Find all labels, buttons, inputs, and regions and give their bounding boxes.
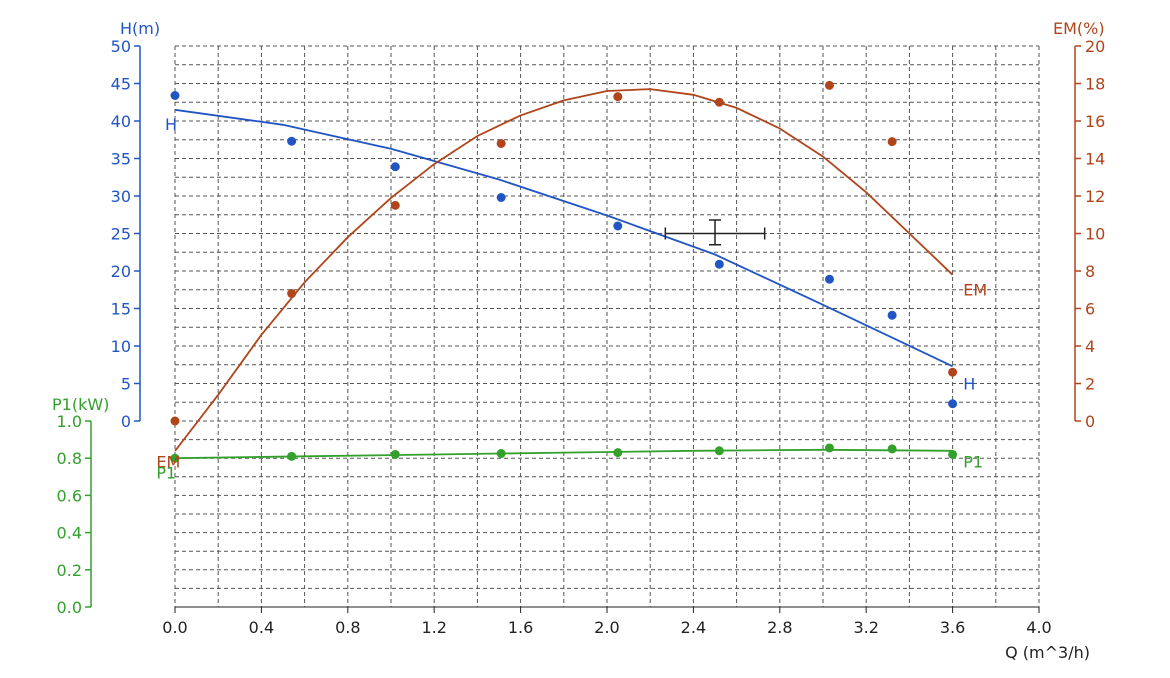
x-tick-label: 3.2 — [853, 618, 878, 637]
x-tick-label: 2.4 — [681, 618, 706, 637]
p1-data-point — [613, 448, 623, 458]
h-tick-label: 20 — [111, 262, 131, 281]
h-tick-label: 5 — [121, 375, 131, 394]
p1-data-point — [496, 449, 506, 459]
em-tick-label: 18 — [1085, 75, 1105, 94]
x-tick-label: 1.2 — [421, 618, 446, 637]
em-tick-label: 20 — [1085, 37, 1105, 56]
em-tick-label: 16 — [1085, 112, 1105, 131]
p1-tick-label: 0.4 — [57, 524, 82, 543]
p1-tick-label: 0.0 — [57, 598, 82, 617]
em-data-point — [887, 137, 897, 147]
h-tick-label: 10 — [111, 337, 131, 356]
em-data-point — [170, 416, 180, 426]
p1-data-point — [287, 451, 297, 461]
curve-label-p1: P1 — [963, 453, 983, 472]
h-data-point — [948, 399, 958, 409]
h-data-point — [287, 136, 297, 146]
curve-label-h: H — [165, 115, 177, 134]
em-data-point — [714, 97, 724, 107]
h-tick-label: 15 — [111, 300, 131, 319]
x-tick-label: 0.8 — [335, 618, 360, 637]
h-tick-label: 45 — [111, 75, 131, 94]
p1-data-point — [948, 449, 958, 459]
axes: 0.0 0.4 0.8 1.2 1.6 2.0 2.4 2.8 3.2 3.6 4.0 Q (m^3/… — [52, 19, 1105, 662]
x-tick-label: 2.8 — [767, 618, 792, 637]
h-tick-label: 0 — [121, 412, 131, 431]
h-data-point — [390, 162, 400, 172]
p1-tick-label: 0.6 — [57, 486, 82, 505]
p1-data-point — [714, 446, 724, 456]
h-tick-label: 25 — [111, 225, 131, 244]
x-tick-label: 2.0 — [594, 618, 619, 637]
em-data-point — [824, 80, 834, 90]
em-data-point — [287, 289, 297, 298]
h-data-point — [887, 310, 897, 320]
h-fit-curve — [174, 108, 953, 368]
p1-tick-label: 0.2 — [57, 561, 82, 580]
em-tick-label: 2 — [1085, 375, 1095, 394]
em-data-point — [948, 367, 958, 377]
x-tick-label: 3.6 — [940, 618, 965, 637]
curve-label-em: EM — [963, 280, 987, 299]
em-tick-label: 12 — [1085, 187, 1105, 206]
p1-data-point — [824, 443, 834, 453]
em-tick-label: 14 — [1085, 150, 1105, 169]
curve-label-h: H — [963, 375, 975, 394]
curve-label-p1: P1 — [156, 464, 176, 483]
p1-tick-label: 0.8 — [57, 449, 82, 468]
h-tick-label: 30 — [111, 187, 131, 206]
h-data-point — [170, 91, 180, 100]
p1-data-point — [170, 453, 180, 463]
em-data-point — [496, 139, 506, 148]
em-fit-curve — [174, 88, 954, 452]
h-tick-label: 40 — [111, 112, 131, 131]
em-tick-label: 10 — [1085, 225, 1105, 244]
h-tick-label: 35 — [111, 150, 131, 169]
curve-label-em: EM — [156, 453, 180, 472]
x-axis-title: Q (m^3/h) — [1005, 643, 1090, 662]
x-tick-label: 0.4 — [249, 618, 274, 637]
x-tick-label: 4.0 — [1026, 618, 1051, 637]
h-data-point — [496, 193, 506, 202]
em-tick-label: 8 — [1085, 262, 1095, 281]
series — [170, 80, 958, 463]
em-axis-title: EM(%) — [1053, 19, 1105, 38]
p1-axis-title: P1(kW) — [52, 395, 109, 414]
h-axis-title: H(m) — [120, 19, 160, 38]
em-tick-label: 6 — [1085, 300, 1095, 319]
h-data-point — [824, 274, 834, 284]
p1-fit-curve — [174, 448, 953, 460]
x-tick-label: 0.0 — [162, 618, 187, 637]
em-data-point — [390, 200, 400, 210]
em-tick-label: 0 — [1085, 412, 1095, 431]
em-tick-label: 4 — [1085, 337, 1095, 356]
x-tick-label: 1.6 — [508, 618, 533, 637]
p1-data-point — [887, 444, 897, 454]
p1-tick-label: 1.0 — [57, 412, 82, 431]
h-tick-label: 50 — [111, 37, 131, 56]
grid — [174, 45, 1040, 608]
h-data-point — [714, 259, 724, 269]
em-data-point — [613, 92, 623, 102]
h-data-point — [613, 221, 623, 231]
p1-data-point — [390, 449, 400, 459]
